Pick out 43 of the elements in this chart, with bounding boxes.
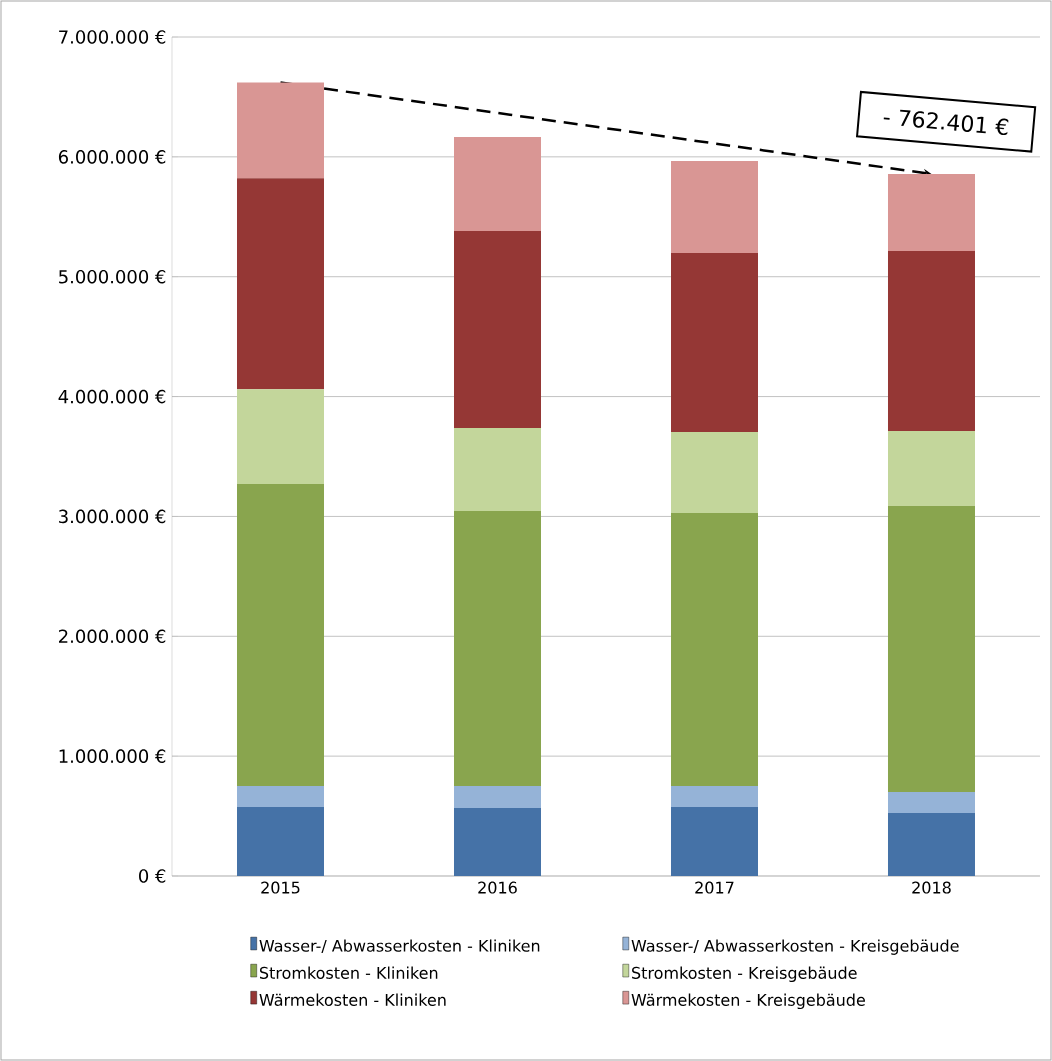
bar	[237, 178, 324, 390]
x-tick-label: 2018	[912, 881, 951, 894]
legend-label: Wasser-/ Abwasserkosten - Kreisgebäude	[631, 939, 959, 955]
bar	[237, 483, 324, 786]
legend-label: Stromkosten - Kreisgebäude	[632, 966, 857, 983]
bar	[454, 511, 541, 787]
bar	[671, 161, 758, 253]
bar	[888, 174, 975, 252]
y-tick-label: 5.000.000 €	[59, 269, 166, 284]
legend-label: Wärmekosten - Kliniken	[259, 993, 446, 1006]
y-tick-label: 6.000.000 €	[58, 150, 166, 164]
y-tick-label: 7.000.000 €	[59, 30, 166, 44]
bar	[888, 791, 975, 813]
annotation: - 762.401 €	[883, 109, 1009, 136]
bar	[671, 252, 758, 433]
bar	[454, 231, 541, 428]
y-tick-label: 3.000.000 €	[59, 509, 166, 524]
y-tick-label: 2.000.000 €	[59, 629, 166, 644]
bar	[888, 251, 975, 431]
bar	[454, 427, 541, 512]
legend-label: Wasser-/ Abwasserkosten - Kliniken	[259, 939, 540, 954]
bar	[671, 512, 758, 787]
x-tick-label: 2017	[695, 881, 734, 894]
y-tick-label: 0 €	[139, 869, 166, 883]
bar	[671, 432, 758, 513]
y-tick-label: 4.000.000 €	[58, 389, 166, 404]
x-tick-label: 2016	[478, 881, 517, 894]
bar	[454, 786, 541, 809]
bar	[671, 786, 758, 807]
bar	[671, 806, 758, 876]
legend-label: Wärmekosten - Kreisgebäude	[631, 993, 865, 1010]
bar	[888, 506, 975, 792]
legend-label: Stromkosten - Kliniken	[259, 966, 438, 979]
bar	[237, 82, 324, 179]
x-tick-label: 2015	[261, 881, 300, 894]
bar	[454, 136, 541, 232]
y-tick-label: 1.000.000 €	[59, 749, 166, 763]
bar	[237, 389, 324, 484]
bar	[888, 812, 975, 876]
bar	[237, 785, 324, 807]
bar	[237, 806, 324, 876]
bar	[888, 430, 975, 506]
bar	[454, 808, 541, 876]
